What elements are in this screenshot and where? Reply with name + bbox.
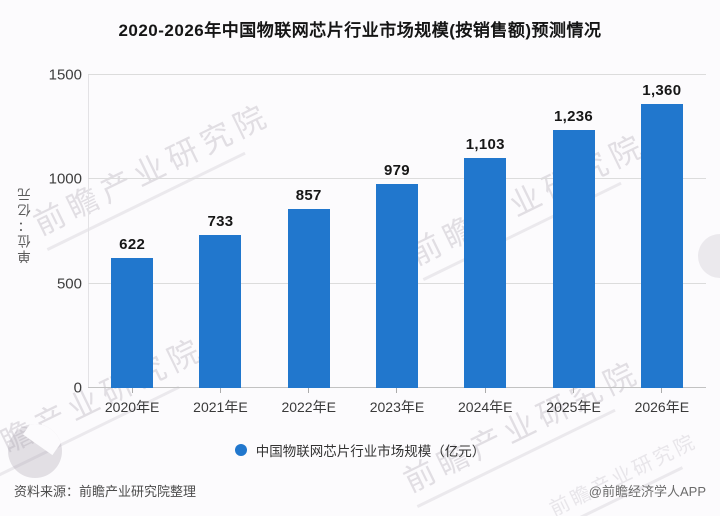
- bar-value-label: 979: [384, 161, 410, 179]
- bar-value-label: 733: [207, 213, 234, 231]
- legend: 中国物联网芯片行业市场规模（亿元）: [0, 440, 720, 460]
- legend-marker-dot: [234, 444, 247, 456]
- x-tick-mark: [396, 388, 398, 393]
- watermark-text: 前瞻产业研究院: [544, 425, 705, 516]
- x-axis-labels: 2020年E 2021年E 2022年E 2023年E 2024年E 2025年E 2026…: [88, 388, 706, 417]
- x-category: 2024年E: [441, 388, 529, 417]
- bar-value-label: 857: [295, 187, 322, 205]
- bar: [111, 258, 154, 388]
- bar: [287, 209, 330, 388]
- x-tick-label: 2021年E: [193, 399, 248, 415]
- x-tick-mark: [573, 388, 575, 393]
- bar: [464, 157, 507, 388]
- x-tick-label: 2024年E: [458, 399, 513, 415]
- plot-area: 622 733 857 979 1,103 1,236 1,360 2020年E 2021年E…: [88, 74, 706, 415]
- bar-slot: 979: [353, 75, 441, 388]
- x-tick-label: 2023年E: [369, 399, 425, 415]
- bar-slot: 857: [265, 75, 353, 388]
- x-tick-label: 2026年E: [634, 399, 690, 415]
- bar-slot: 733: [176, 75, 264, 388]
- x-category: 2025年E: [529, 388, 617, 417]
- bar-value-label: 1,360: [642, 82, 682, 100]
- footer: 资料来源：前瞻产业研究院整理 @前瞻经济学人APP: [14, 481, 706, 500]
- legend-label: 中国物联网芯片行业市场规模（亿元）: [255, 444, 486, 459]
- x-category: 2026年E: [618, 388, 706, 417]
- x-tick-mark: [308, 388, 310, 393]
- x-category: 2023年E: [353, 388, 441, 417]
- y-tick-label: 1500: [48, 66, 82, 84]
- x-tick-mark: [131, 388, 133, 393]
- x-category: 2020年E: [88, 388, 176, 417]
- x-tick-mark: [219, 388, 221, 393]
- credit-text: @前瞻经济学人APP: [588, 484, 706, 499]
- gridline: [88, 178, 706, 180]
- bar-slot: 1,103: [441, 75, 529, 388]
- bar: [552, 130, 595, 388]
- bar-slot: 622: [88, 75, 176, 388]
- chart-title: 2020-2026年中国物联网芯片行业市场规模(按销售额)预测情况: [118, 21, 602, 40]
- bar-value-label: 622: [119, 236, 146, 254]
- x-category: 2021年E: [176, 388, 264, 417]
- x-tick-mark: [484, 388, 486, 393]
- y-axis-line: [88, 75, 89, 388]
- bar: [199, 235, 242, 388]
- bar: [375, 183, 418, 388]
- y-tick-label: 0: [73, 379, 82, 397]
- bar-slot: 1,236: [529, 75, 617, 388]
- bars-container: 622 733 857 979 1,103 1,236 1,360: [88, 75, 706, 388]
- x-tick-label: 2025年E: [546, 399, 601, 415]
- bar: [640, 104, 683, 388]
- x-category: 2022年E: [265, 388, 353, 417]
- data-source-text: 资料来源：前瞻产业研究院整理: [14, 484, 197, 499]
- bar-value-label: 1,236: [554, 108, 594, 126]
- y-tick-label: 500: [56, 275, 82, 293]
- x-tick-mark: [661, 388, 663, 393]
- gridline: [88, 74, 706, 75]
- x-tick-label: 2022年E: [281, 399, 336, 415]
- y-tick-label: 1000: [48, 170, 82, 188]
- y-axis-ticks: 0 500 1000 1500: [30, 67, 82, 397]
- bar-slot: 1,360: [618, 75, 706, 388]
- bar-value-label: 1,103: [465, 135, 505, 153]
- x-tick-label: 2020年E: [104, 399, 160, 415]
